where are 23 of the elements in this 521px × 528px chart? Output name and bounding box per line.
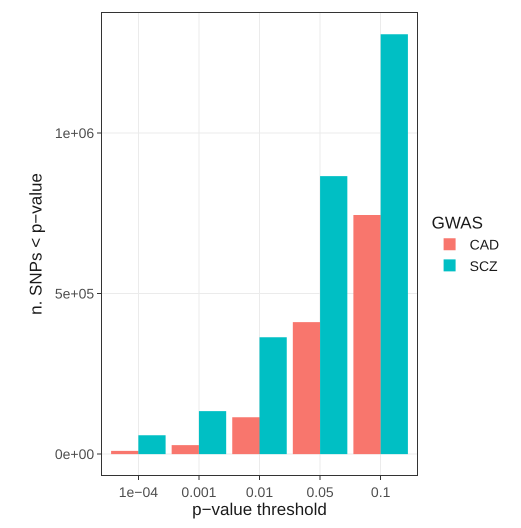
y-tick-label: 5e+05	[54, 286, 94, 302]
bar	[292, 322, 320, 454]
x-tick-label: 0.1	[370, 484, 391, 500]
bar	[353, 214, 381, 454]
x-axis-title: p−value threshold	[192, 500, 327, 520]
bar	[232, 417, 260, 454]
x-tick-label: 0.05	[306, 484, 334, 500]
y-tick-label: 1e+06	[54, 124, 94, 141]
y-tick-label: 0e+00	[54, 446, 94, 462]
bar	[198, 411, 226, 454]
legend-label: CAD	[470, 236, 500, 253]
x-tick-label: 1e−04	[118, 484, 158, 500]
legend-title: GWAS	[432, 214, 483, 233]
bar	[380, 34, 408, 454]
y-axis-title: n. SNPs < p−value	[26, 173, 46, 315]
legend-label: SCZ	[470, 258, 498, 274]
bar	[172, 445, 199, 454]
x-tick-label: 0.01	[246, 484, 274, 500]
bar	[111, 450, 138, 454]
bar	[260, 337, 287, 454]
bar	[138, 435, 166, 454]
bar	[320, 176, 348, 454]
x-tick-label: 0.001	[181, 484, 217, 500]
